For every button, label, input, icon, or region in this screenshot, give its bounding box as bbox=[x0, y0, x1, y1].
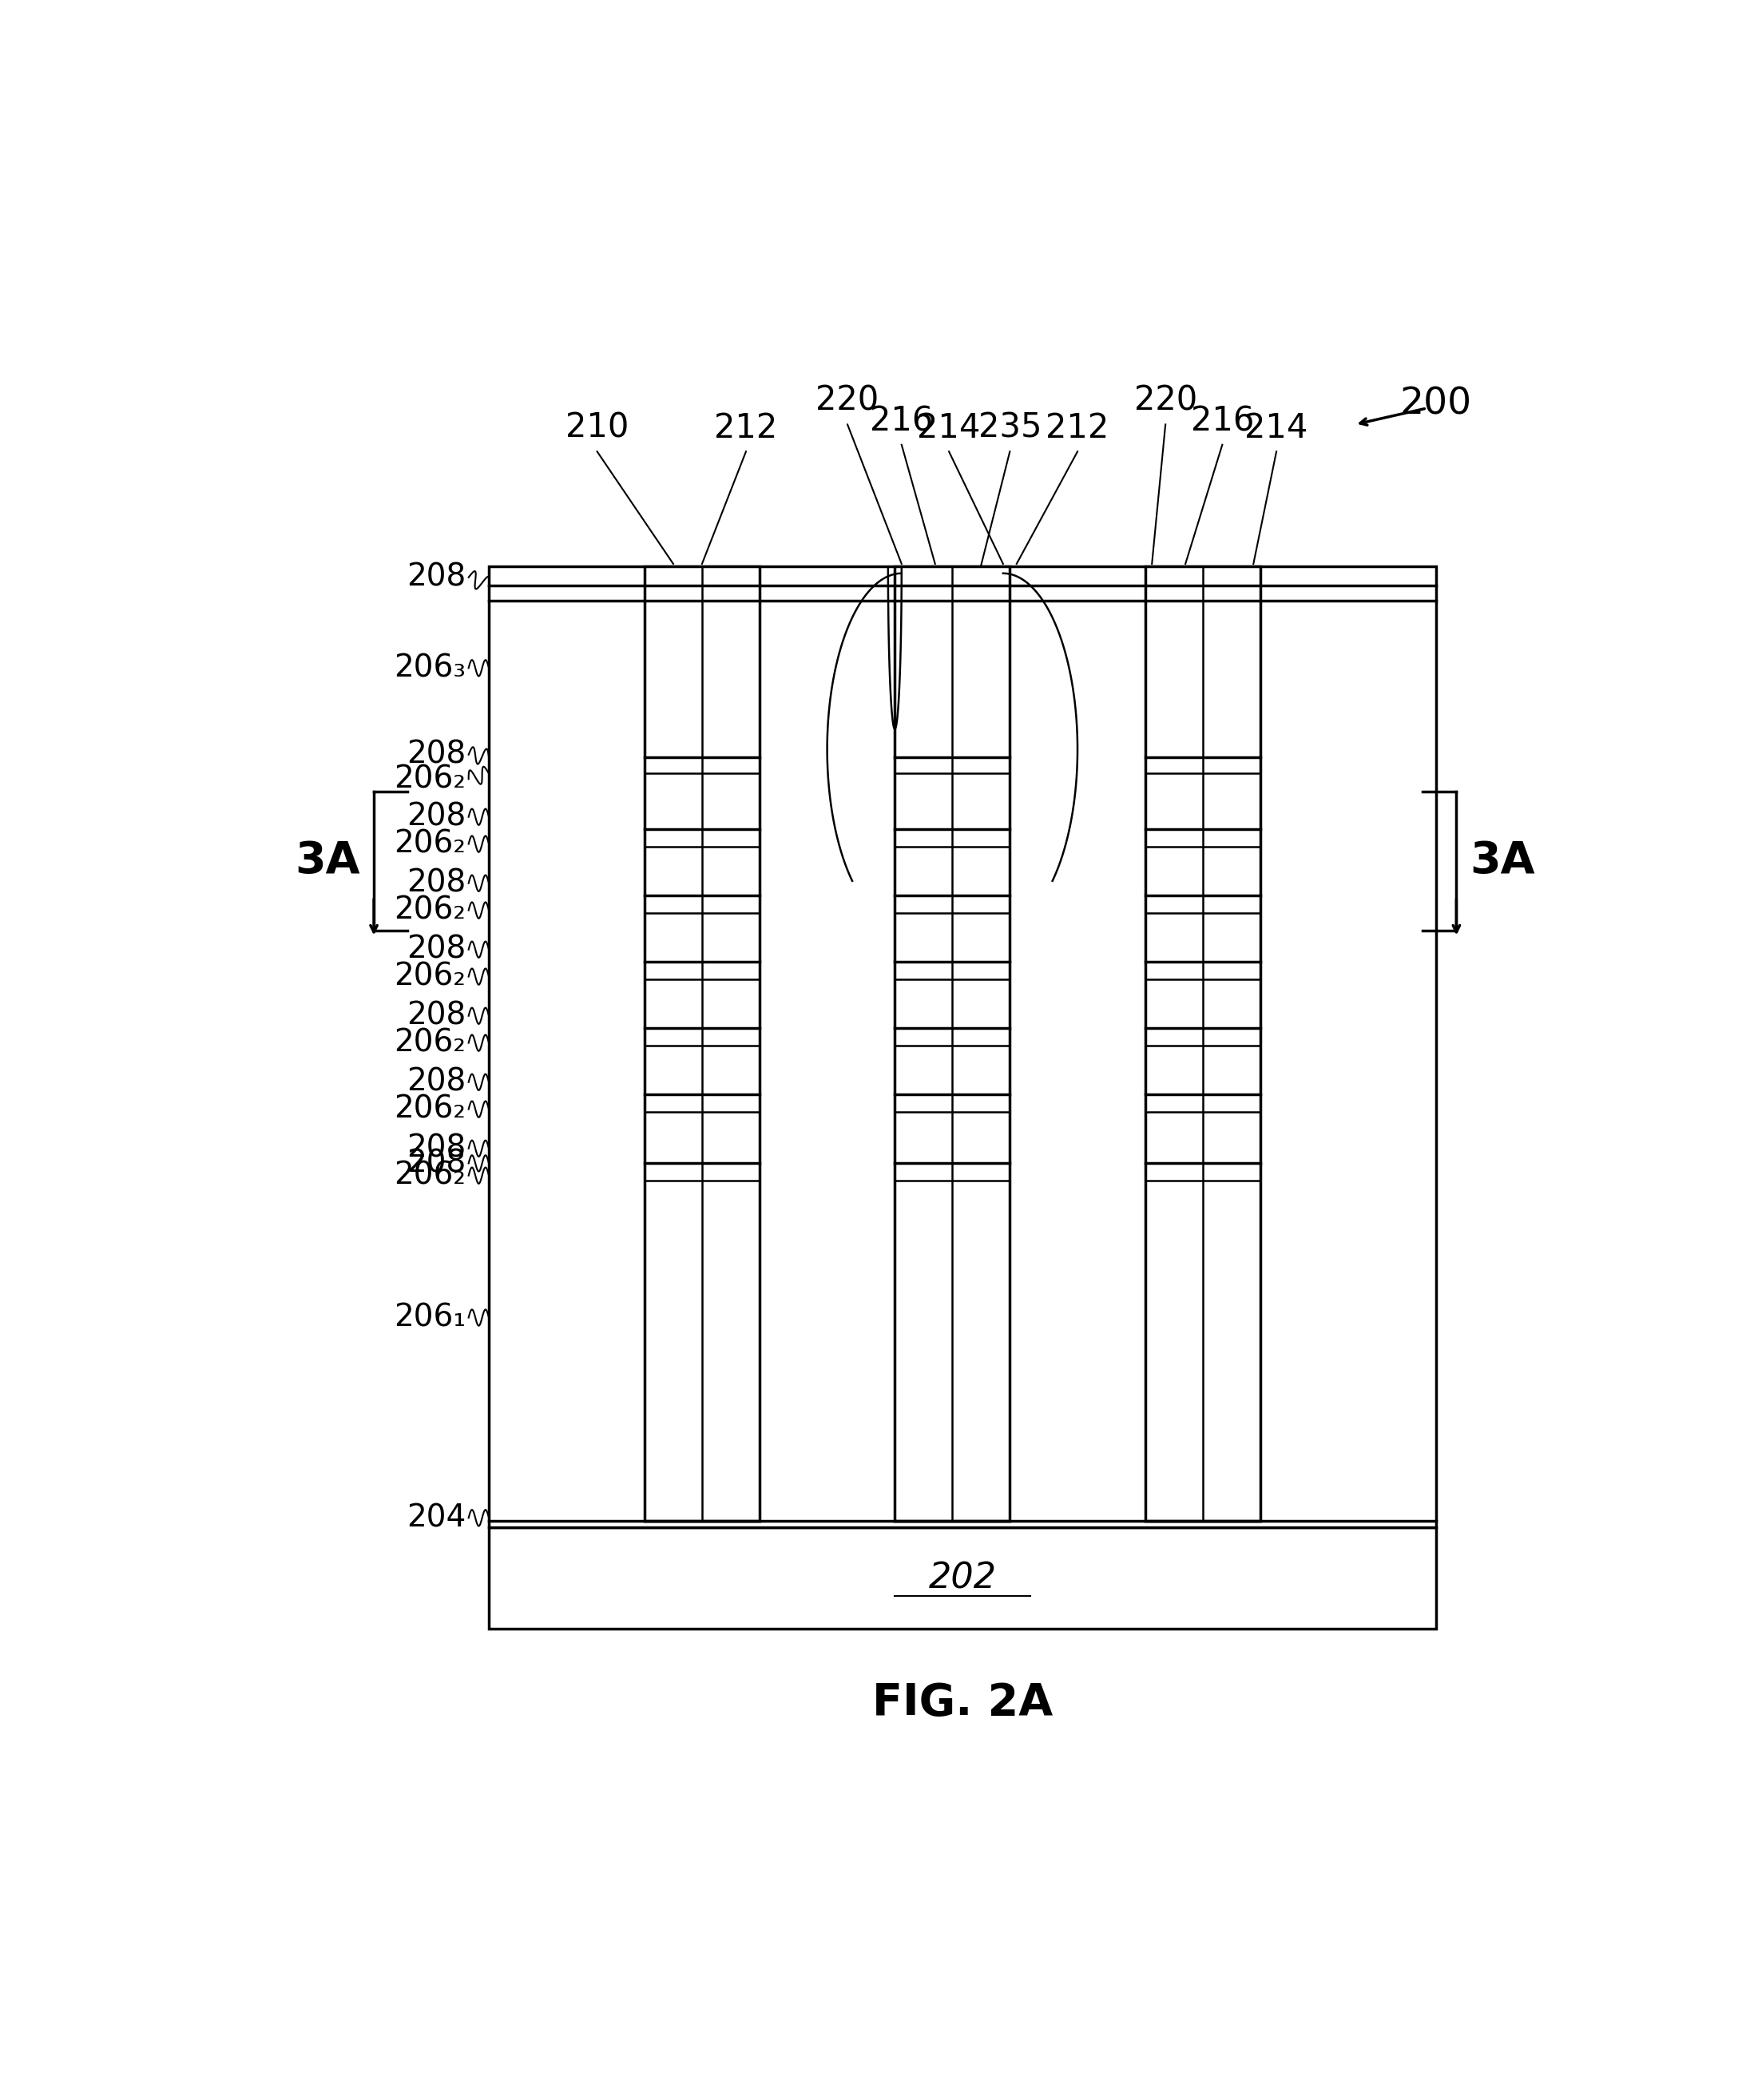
Text: 220: 220 bbox=[815, 384, 880, 418]
Text: 216: 216 bbox=[1191, 405, 1254, 439]
Text: 214: 214 bbox=[917, 412, 981, 445]
Text: 208: 208 bbox=[407, 739, 466, 771]
Text: 214: 214 bbox=[1245, 412, 1308, 445]
Text: 208: 208 bbox=[407, 1002, 466, 1031]
Text: 208: 208 bbox=[407, 1134, 466, 1163]
Text: 206₂: 206₂ bbox=[395, 962, 466, 991]
Bar bbox=[489, 1527, 1437, 1630]
Text: 208: 208 bbox=[407, 1149, 466, 1178]
Text: 3A: 3A bbox=[1470, 840, 1535, 882]
Text: 235: 235 bbox=[978, 412, 1042, 445]
Text: 216: 216 bbox=[870, 405, 934, 439]
Text: 206₂: 206₂ bbox=[395, 1094, 466, 1124]
Text: 200: 200 bbox=[1400, 386, 1472, 422]
Text: 206₁: 206₁ bbox=[395, 1302, 466, 1334]
Bar bbox=[489, 567, 1437, 1527]
Text: 208: 208 bbox=[407, 802, 466, 832]
Text: 206₂: 206₂ bbox=[395, 830, 466, 859]
Text: FIG. 2A: FIG. 2A bbox=[873, 1682, 1053, 1724]
Text: 202: 202 bbox=[929, 1560, 997, 1596]
Text: 208: 208 bbox=[407, 1067, 466, 1098]
Text: 212: 212 bbox=[1046, 412, 1109, 445]
Text: 208: 208 bbox=[407, 563, 466, 592]
Text: 204: 204 bbox=[407, 1504, 466, 1533]
Text: 220: 220 bbox=[1133, 384, 1198, 418]
Bar bbox=[1145, 567, 1261, 1520]
Bar bbox=[896, 567, 1009, 1520]
Text: 206₃: 206₃ bbox=[395, 653, 466, 683]
Text: 208: 208 bbox=[407, 867, 466, 899]
Text: 206₂: 206₂ bbox=[395, 895, 466, 926]
Text: 210: 210 bbox=[566, 412, 629, 445]
Text: 3A: 3A bbox=[295, 840, 360, 882]
Text: 206₂: 206₂ bbox=[395, 764, 466, 794]
Text: 206₂: 206₂ bbox=[395, 1027, 466, 1058]
Text: 212: 212 bbox=[714, 412, 777, 445]
Text: 206₂: 206₂ bbox=[395, 1161, 466, 1191]
Text: 208: 208 bbox=[407, 934, 466, 964]
Bar bbox=[644, 567, 760, 1520]
